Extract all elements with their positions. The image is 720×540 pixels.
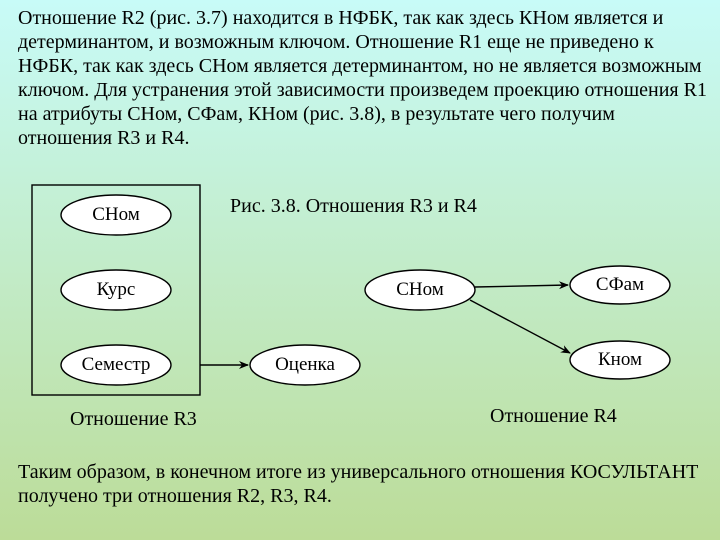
- node-label-kurs: Курс: [61, 279, 171, 301]
- node-label-ocenka: Оценка: [250, 354, 360, 376]
- edge-snom2-sfam: [475, 285, 568, 287]
- node-label-snom2: СНом: [365, 279, 475, 301]
- node-label-semestr: Семестр: [61, 354, 171, 376]
- relation-r4-caption: Отношение R4: [490, 405, 617, 428]
- node-label-sfam: СФам: [570, 274, 670, 296]
- diagram-svg: [0, 0, 720, 540]
- relation-r3-caption: Отношение R3: [70, 408, 197, 431]
- page: Отношение R2 (рис. 3.7) находится в НФБК…: [0, 0, 720, 540]
- edge-snom2-knom: [470, 300, 570, 353]
- figure-caption: Рис. 3.8. Отношения R3 и R4: [230, 195, 477, 218]
- node-label-knom: Кном: [570, 349, 670, 371]
- node-label-snom1: СНом: [61, 204, 171, 226]
